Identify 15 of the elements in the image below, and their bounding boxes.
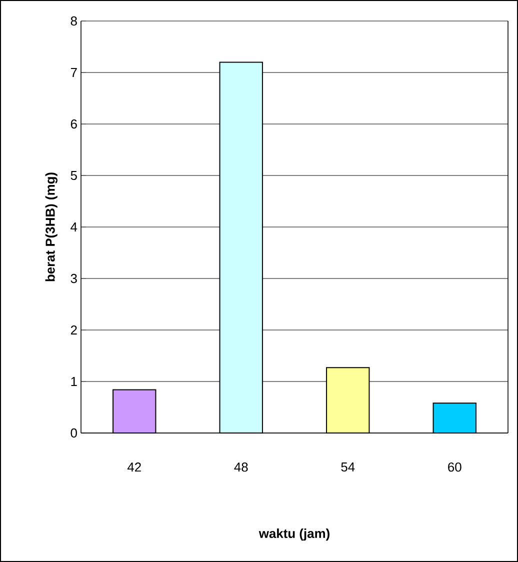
y-tick-label: 4 [70,222,78,232]
y-tick-label: 0 [70,428,77,438]
x-axis-title: waktu (jam) [258,528,330,541]
y-tick-label: 6 [70,119,77,129]
y-tick-label: 2 [70,325,77,335]
y-tick-label: 5 [70,170,77,180]
x-tick-label: 60 [448,462,462,472]
y-tick-label: 3 [70,274,77,284]
y-tick-label: 1 [71,377,77,386]
x-tick-label: 54 [341,462,355,472]
y-axis-title: berat P(3HB) (mg) [45,172,58,282]
y-tick-label: 7 [70,68,77,77]
x-tick-label: 48 [234,462,248,472]
y-tick-label: 8 [70,16,77,26]
x-tick-label: 42 [127,462,141,472]
